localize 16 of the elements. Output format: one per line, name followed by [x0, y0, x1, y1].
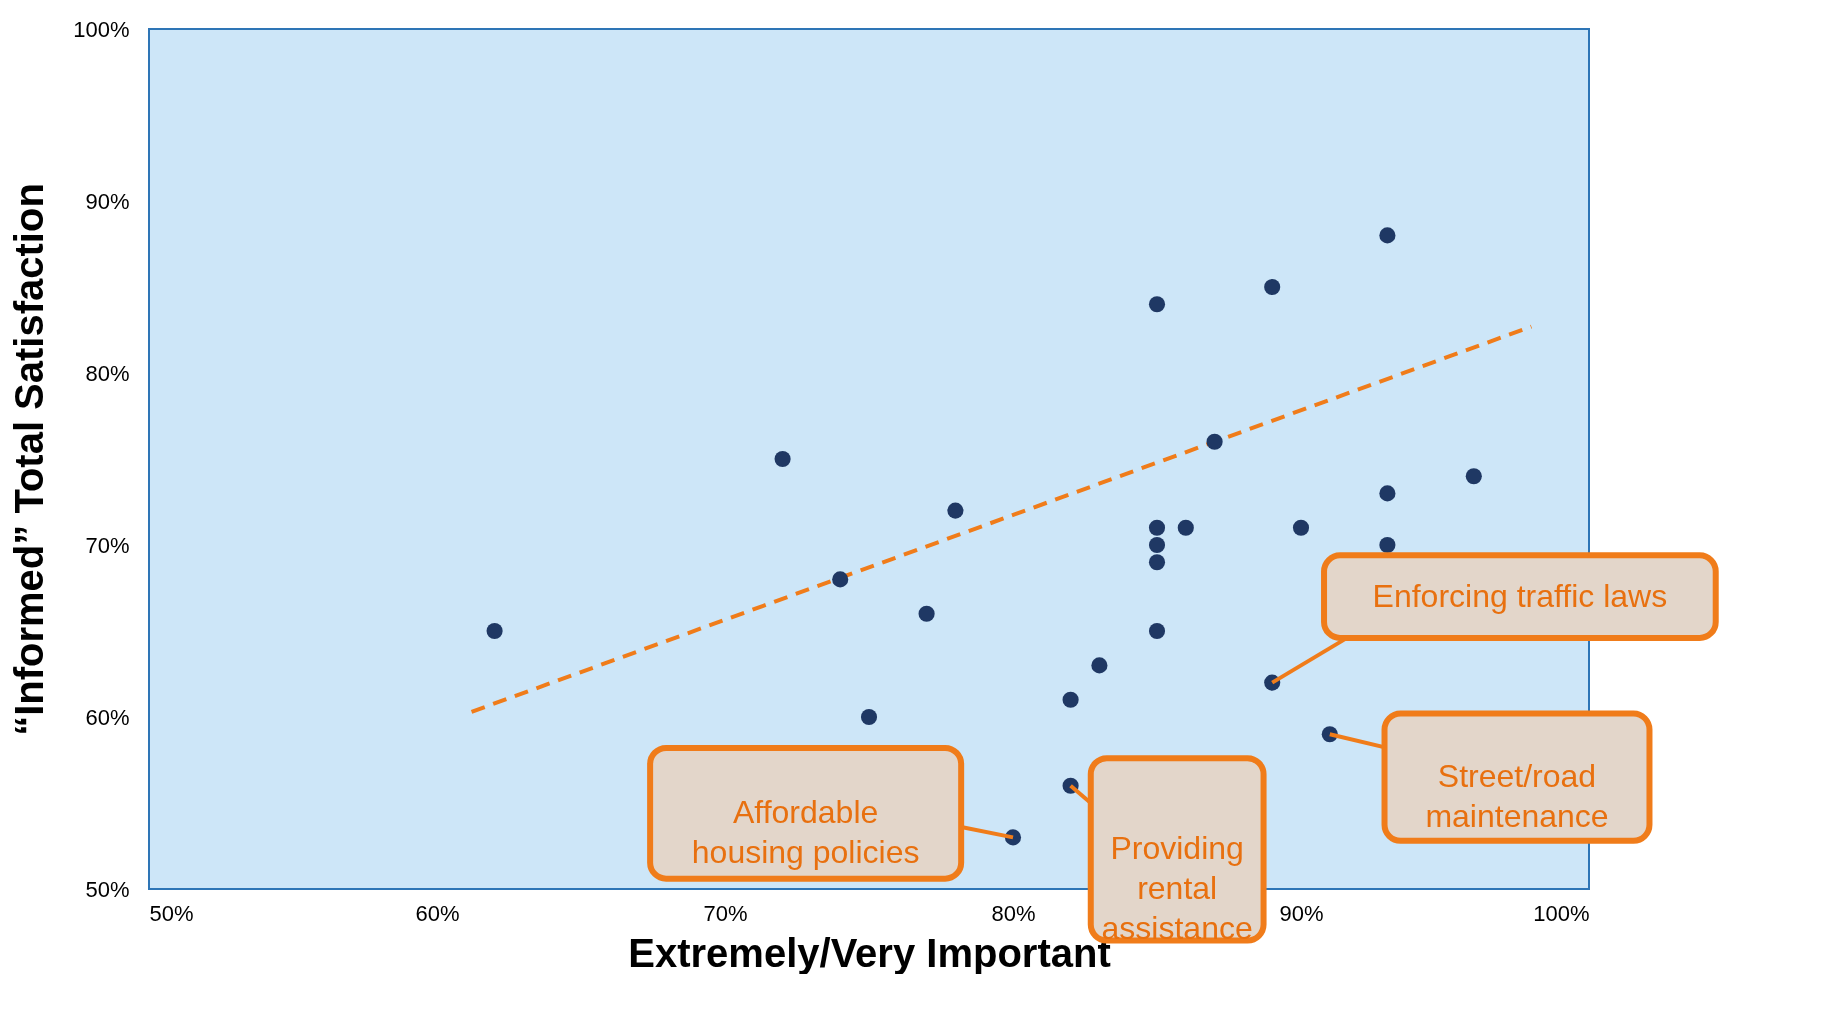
x-tick-label: 70% — [703, 900, 748, 926]
x-tick-label: 100% — [1533, 900, 1590, 926]
annotation: Enforcing traffic laws — [1372, 577, 1668, 614]
y-tick-label: 90% — [85, 188, 130, 214]
y-tick-label: 60% — [85, 704, 130, 730]
x-tick-label: 80% — [991, 900, 1036, 926]
y-tick-label: 80% — [85, 360, 130, 386]
x-tick-label: 50% — [149, 900, 194, 926]
annotation: Affordable housing policies — [691, 794, 920, 871]
x-tick-label: 90% — [1279, 900, 1324, 926]
y-tick-label: 100% — [73, 16, 130, 42]
annotation: Street/road maintenance — [1425, 758, 1609, 835]
y-axis-title: “Informed” Total Satisfaction — [7, 183, 52, 736]
x-tick-label: 60% — [415, 900, 460, 926]
y-tick-label: 50% — [85, 876, 130, 902]
y-tick-label: 70% — [85, 532, 130, 558]
